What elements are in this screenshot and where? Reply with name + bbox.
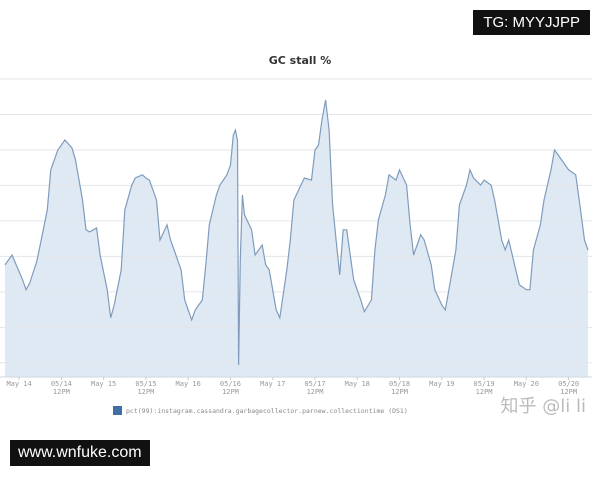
chart-title: GC stall % — [268, 54, 332, 67]
x-tick-label: May 16 — [176, 380, 201, 388]
x-tick-label: May 18 — [345, 380, 370, 388]
x-tick-label: 12PM — [560, 388, 577, 396]
legend[interactable]: pct(99):instagram.cassandra.garbagecolle… — [113, 406, 408, 415]
x-tick-label: May 15 — [91, 380, 116, 388]
x-tick-label: 12PM — [53, 388, 70, 396]
x-tick-label: 12PM — [391, 388, 408, 396]
legend-label: pct(99):instagram.cassandra.garbagecolle… — [126, 406, 408, 415]
x-tick-label: May 17 — [260, 380, 285, 388]
x-tick-label: 05/14 — [51, 380, 72, 388]
watermark-top-right: TG: MYYJJPP — [473, 10, 590, 35]
x-tick-label: 05/16 — [220, 380, 241, 388]
x-tick-label: 12PM — [476, 388, 493, 396]
x-tick-label: May 14 — [6, 380, 31, 388]
x-tick-label: 05/15 — [135, 380, 156, 388]
x-tick-label: 12PM — [137, 388, 154, 396]
series-area — [5, 99, 588, 378]
x-tick-label: May 20 — [514, 380, 539, 388]
x-tick-label: 05/18 — [389, 380, 410, 388]
watermark-bottom-left: www.wnfuke.com — [10, 440, 150, 466]
x-tick-label: 05/20 — [558, 380, 579, 388]
legend-swatch — [113, 406, 122, 415]
x-tick-label: May 19 — [429, 380, 454, 388]
x-tick-label: 12PM — [307, 388, 324, 396]
series-line — [4, 99, 589, 365]
x-tick-label: 12PM — [222, 388, 239, 396]
x-tick-label: 05/17 — [304, 380, 325, 388]
watermark-corner: 知乎 @li li — [500, 396, 586, 417]
x-tick-label: 05/19 — [474, 380, 495, 388]
